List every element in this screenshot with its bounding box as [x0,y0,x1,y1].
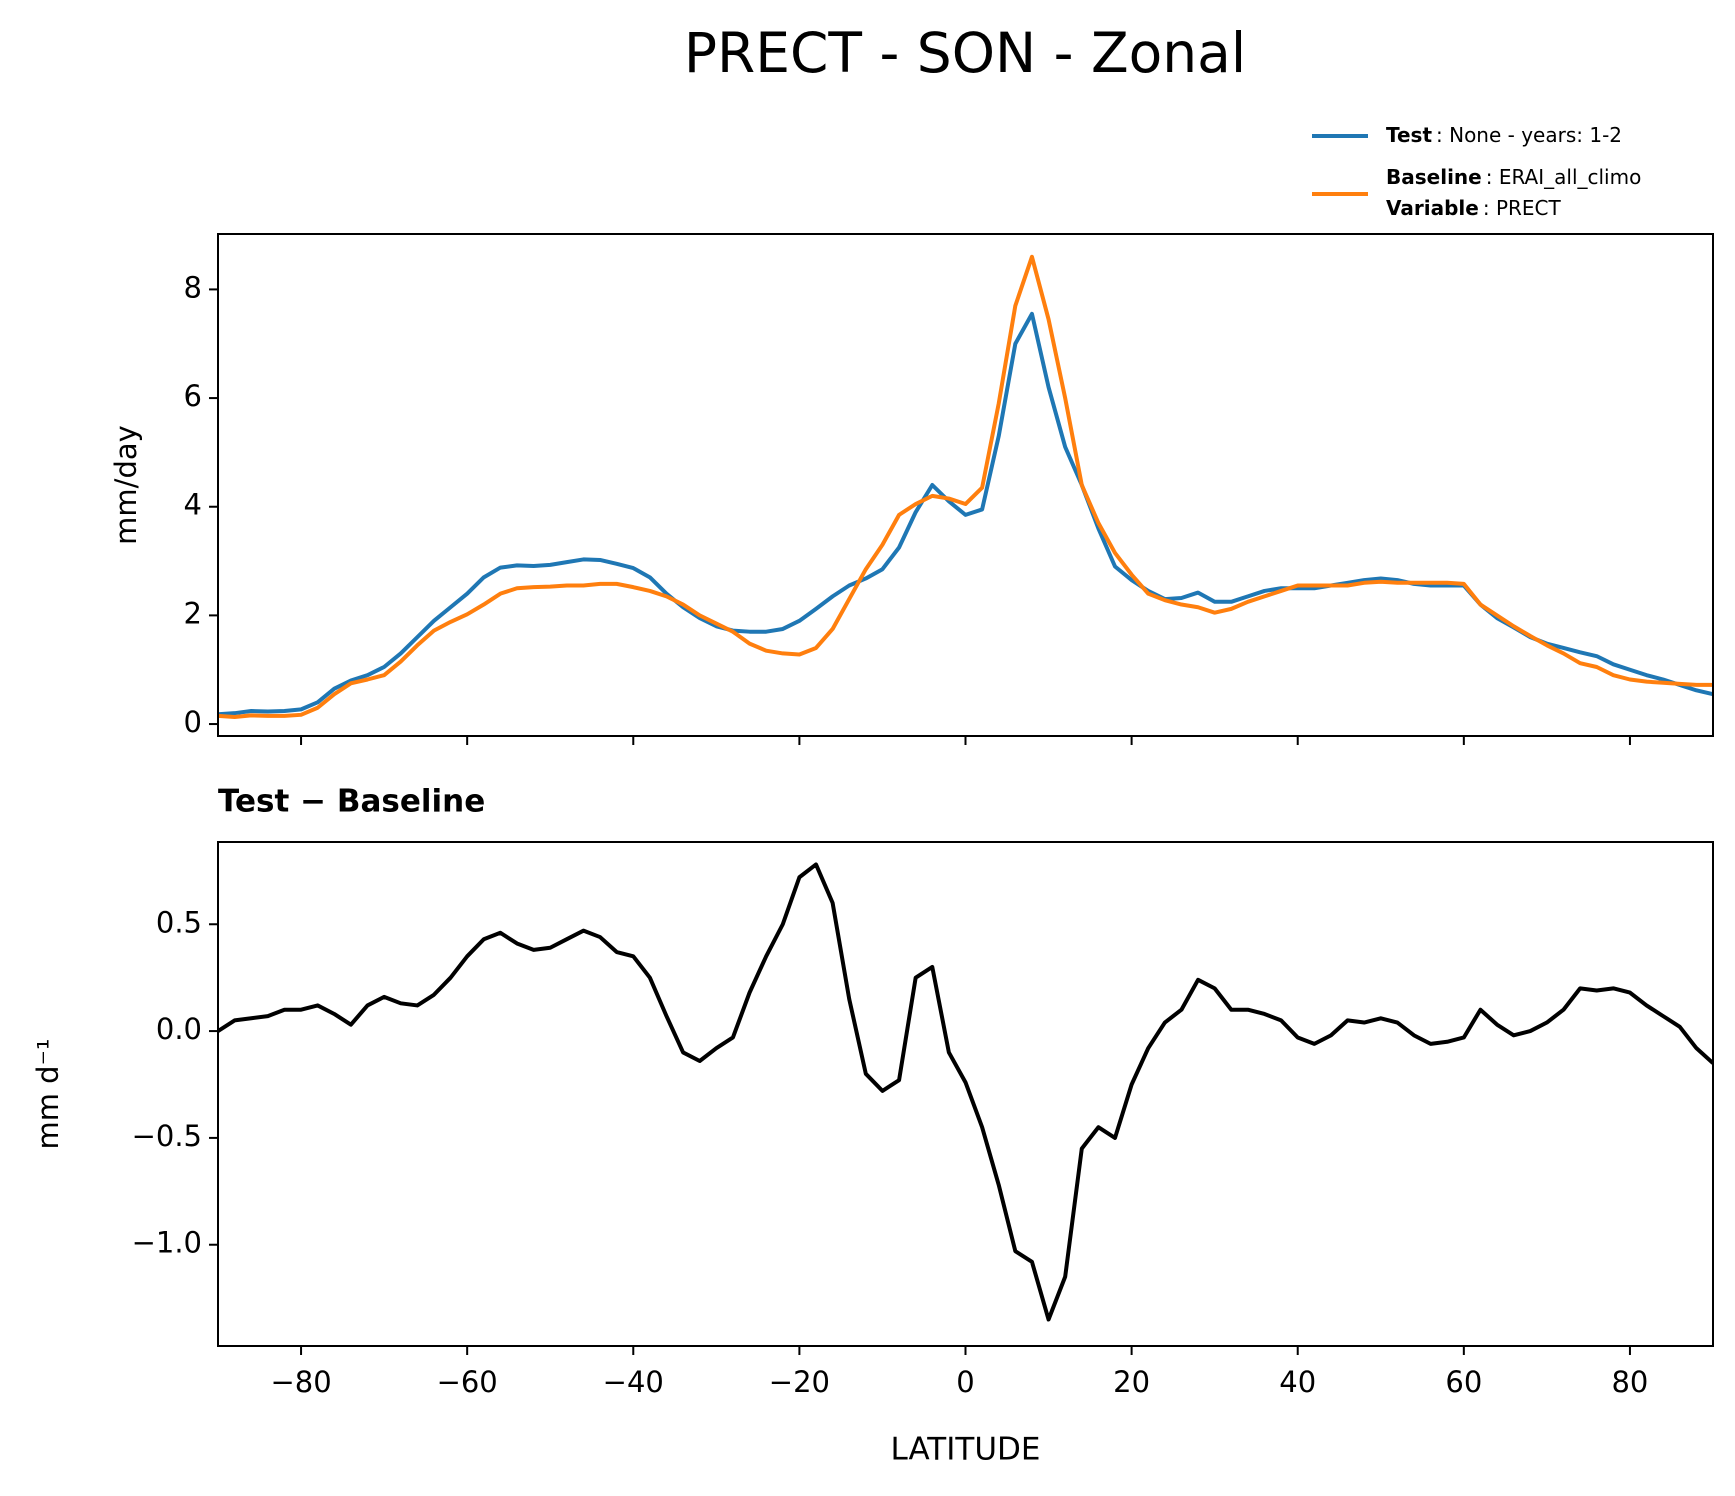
legend-name: Test [1386,123,1432,147]
x-tick-label: 40 [1279,1365,1316,1399]
axes-frame [217,841,1714,1347]
y-axis-label: mm/day [109,425,143,545]
data-line [218,254,1713,719]
legend-description: : ERAI_all_climo [1486,165,1642,189]
y-tick-label: 0.0 [156,1012,202,1046]
y-axis-label: mm d⁻¹ [31,1038,65,1149]
x-axis-label: LATITUDE [891,1432,1041,1468]
y-tick-label: 6 [184,379,202,413]
legend-note-name: Variable [1386,196,1479,220]
x-tick-label: 0 [956,1365,974,1399]
x-tick-label: −80 [270,1365,331,1399]
legend-description: : None - years: 1-2 [1436,123,1622,147]
axes-frame [217,233,1714,737]
y-tick-label: −0.5 [132,1119,202,1153]
y-tick-label: 8 [184,270,202,304]
y-tick-label: 2 [184,596,202,630]
figure-title: PRECT - SON - Zonal [684,21,1246,85]
y-tick-label: 0 [184,705,202,739]
y-tick-label: 0.5 [156,905,202,939]
x-tick-label: −60 [437,1365,498,1399]
legend-note: Variable: PRECT [1386,196,1561,220]
axes-title: Test − Baseline [218,784,485,820]
x-tick-label: 60 [1445,1365,1482,1399]
y-tick-label: 4 [184,488,202,522]
x-tick-label: 80 [1611,1365,1648,1399]
legend-entry: Baseline: ERAI_all_climo [1386,165,1641,189]
legend-name: Baseline [1386,165,1482,189]
y-tick-label: −1.0 [132,1226,202,1260]
data-line [218,862,1713,1322]
x-tick-label: −20 [769,1365,830,1399]
x-tick-label: −40 [603,1365,664,1399]
legend-note-description: : PRECT [1483,196,1562,220]
x-tick-label: 20 [1113,1365,1150,1399]
data-line [218,311,1713,717]
legend-entry: Test: None - years: 1-2 [1386,123,1622,147]
